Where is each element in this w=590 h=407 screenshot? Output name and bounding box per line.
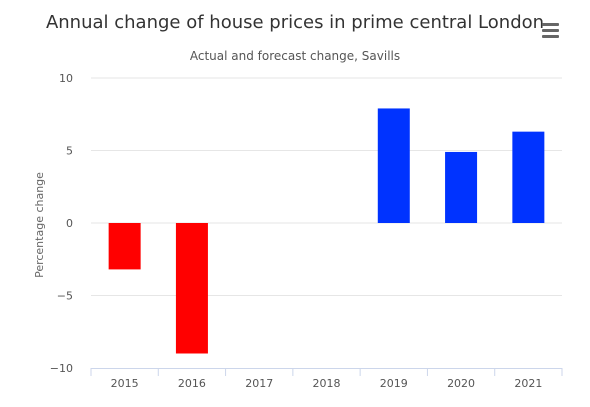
y-axis-title: Percentage change [33,172,46,278]
x-axis: 2015 2016 2017 2018 2019 2020 2021 [90,368,563,390]
y-tick-label: −5 [57,290,73,303]
bar-2019[interactable] [377,108,410,223]
x-tick-label: 2018 [313,377,341,390]
chart-title: Annual change of house prices in prime c… [45,12,545,33]
menu-line [542,35,559,38]
hamburger-menu-icon[interactable] [540,20,562,40]
bar-2020[interactable] [445,151,478,223]
bars [108,108,545,354]
gridlines [91,77,562,296]
x-tick-label: 2016 [178,377,206,390]
menu-line [542,29,559,32]
chart-subtitle: Actual and forecast change, Savills [189,49,401,63]
bar-2016[interactable] [175,223,208,354]
x-tick-label: 2015 [111,377,139,390]
y-tick-label: 5 [66,145,73,158]
menu-line [542,23,559,26]
y-tick-label: 10 [59,72,73,85]
x-tick-label: 2021 [514,377,542,390]
x-tick-label: 2020 [447,377,475,390]
y-axis: 10 5 0 −5 −10 [50,72,73,375]
y-tick-label: −10 [50,362,73,375]
x-tick-label: 2019 [380,377,408,390]
bar-2021[interactable] [512,131,545,223]
y-tick-label: 0 [66,217,73,230]
x-tick-label: 2017 [245,377,273,390]
bar-2015[interactable] [108,223,141,270]
